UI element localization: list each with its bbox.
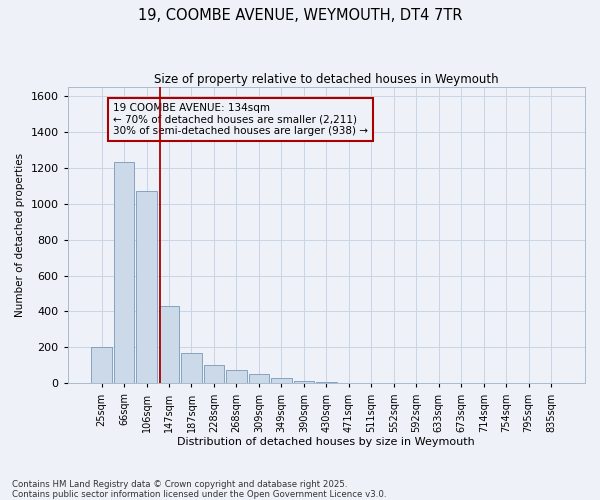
Bar: [136, 191, 157, 384]
Bar: [271, 378, 292, 384]
Bar: [293, 382, 314, 384]
Text: 19, COOMBE AVENUE, WEYMOUTH, DT4 7TR: 19, COOMBE AVENUE, WEYMOUTH, DT4 7TR: [138, 8, 462, 22]
Bar: [203, 366, 224, 384]
Bar: [181, 353, 202, 384]
Bar: [226, 370, 247, 384]
Text: 19 COOMBE AVENUE: 134sqm
← 70% of detached houses are smaller (2,211)
30% of sem: 19 COOMBE AVENUE: 134sqm ← 70% of detach…: [113, 103, 368, 136]
X-axis label: Distribution of detached houses by size in Weymouth: Distribution of detached houses by size …: [178, 438, 475, 448]
Bar: [248, 374, 269, 384]
Title: Size of property relative to detached houses in Weymouth: Size of property relative to detached ho…: [154, 72, 499, 86]
Y-axis label: Number of detached properties: Number of detached properties: [15, 153, 25, 317]
Bar: [316, 382, 337, 384]
Bar: [114, 162, 134, 384]
Bar: [158, 306, 179, 384]
Bar: [91, 348, 112, 384]
Text: Contains HM Land Registry data © Crown copyright and database right 2025.
Contai: Contains HM Land Registry data © Crown c…: [12, 480, 386, 499]
